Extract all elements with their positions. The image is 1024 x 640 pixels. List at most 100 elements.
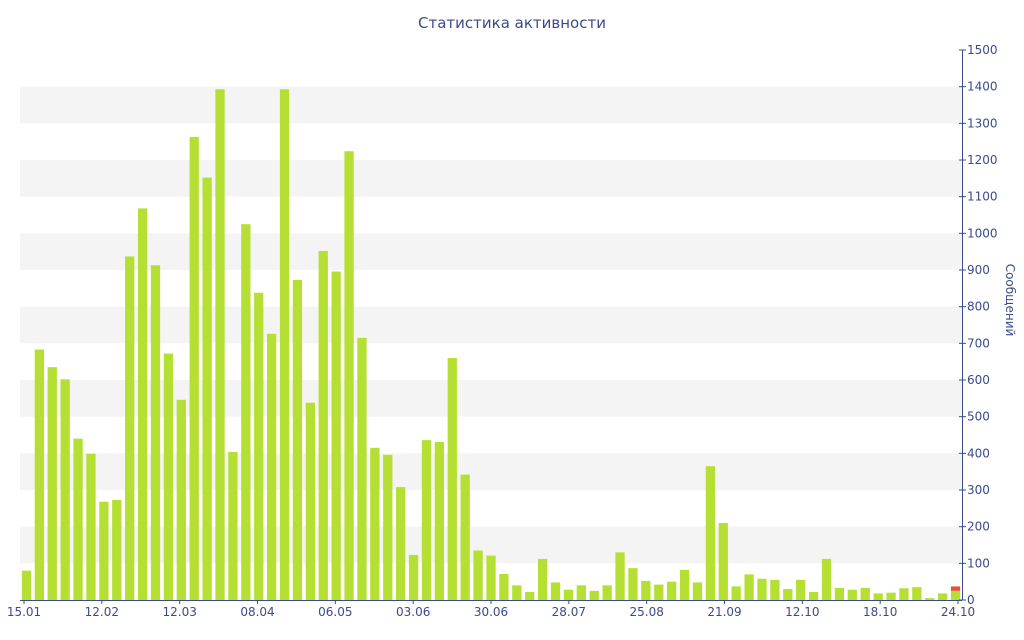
bar (950, 586, 961, 591)
y-tick-label: 1100 (967, 190, 998, 204)
bar (847, 589, 857, 600)
y-tick-label: 1300 (967, 116, 998, 130)
bar (808, 591, 819, 600)
x-tick-label: 30.06 (474, 605, 508, 619)
grid-band (20, 160, 962, 197)
bar (21, 570, 32, 600)
bar (602, 585, 612, 600)
bar (525, 591, 535, 600)
y-axis-label: Сообщений (1003, 264, 1017, 337)
bar (228, 451, 238, 600)
y-tick-label: 1500 (967, 43, 998, 57)
y-tick-label: 300 (967, 483, 990, 497)
x-tick-label: 24.10 (941, 605, 975, 619)
bar (886, 592, 896, 600)
bar (215, 89, 225, 600)
bar (576, 585, 586, 600)
bar (408, 554, 419, 600)
grid-band (20, 86, 962, 124)
bar (370, 447, 380, 600)
bar (744, 574, 754, 600)
bar (796, 579, 806, 600)
bar (99, 501, 109, 600)
y-tick-label: 1000 (967, 226, 998, 240)
bar (950, 590, 961, 600)
y-tick-label: 400 (967, 446, 990, 460)
bar (137, 208, 148, 600)
bar (254, 292, 264, 600)
bar (654, 584, 664, 600)
bar (189, 136, 199, 600)
bar (383, 454, 393, 600)
x-tick-label: 12.10 (785, 605, 819, 619)
x-tick-label: 12.03 (162, 605, 196, 619)
bar (679, 569, 690, 600)
bar (705, 466, 716, 600)
bar (899, 588, 909, 600)
x-tick-label: 03.06 (396, 605, 430, 619)
bar (537, 558, 548, 600)
bar (667, 581, 677, 600)
bar (512, 585, 522, 600)
bar (266, 333, 277, 600)
x-tick-label: 06.05 (318, 605, 352, 619)
bar (641, 580, 651, 600)
bar (163, 353, 174, 600)
bar (912, 587, 922, 600)
bar (834, 587, 845, 600)
bar (692, 582, 703, 600)
bar (357, 337, 367, 600)
bar (563, 589, 574, 600)
bar (628, 568, 638, 600)
y-tick-label: 1400 (967, 80, 998, 94)
bar (770, 579, 780, 600)
y-tick-label: 900 (967, 263, 990, 277)
bar (783, 589, 793, 600)
bar (550, 582, 561, 600)
y-tick-label: 100 (967, 556, 990, 570)
y-tick-label: 0 (967, 593, 975, 607)
bar (589, 590, 599, 600)
bar (718, 523, 728, 600)
x-tick-label: 08.04 (240, 605, 274, 619)
grid-band (20, 453, 962, 490)
bar (86, 453, 96, 600)
bar (460, 474, 470, 600)
bar (860, 587, 870, 600)
y-tick-label: 600 (967, 373, 990, 387)
x-tick-label: 25.08 (629, 605, 663, 619)
bar (318, 250, 328, 600)
x-tick-label: 21.09 (707, 605, 741, 619)
x-tick-label: 28.07 (552, 605, 586, 619)
bar (112, 499, 122, 600)
bar (150, 265, 161, 600)
grid-band (20, 233, 962, 270)
bar (344, 151, 354, 600)
y-tick-label: 800 (967, 300, 990, 314)
bar (34, 349, 45, 600)
bar (279, 89, 290, 600)
bar (434, 441, 445, 600)
bar (60, 379, 70, 600)
bar (125, 256, 135, 600)
bar (925, 598, 935, 600)
bar (176, 399, 186, 600)
bar (396, 487, 406, 600)
bar (937, 593, 948, 600)
bar (486, 555, 496, 600)
bar (331, 271, 341, 600)
bar (202, 177, 212, 600)
chart-title: Статистика активности (418, 14, 606, 32)
y-tick-label: 200 (967, 520, 990, 534)
bar (421, 440, 432, 600)
bar (731, 586, 741, 600)
y-tick-label: 1200 (967, 153, 998, 167)
x-tick-label: 15.01 (7, 605, 41, 619)
bar (447, 358, 457, 600)
bar (873, 593, 883, 600)
bar (473, 550, 483, 600)
y-tick-label: 700 (967, 336, 990, 350)
bar (615, 552, 625, 600)
